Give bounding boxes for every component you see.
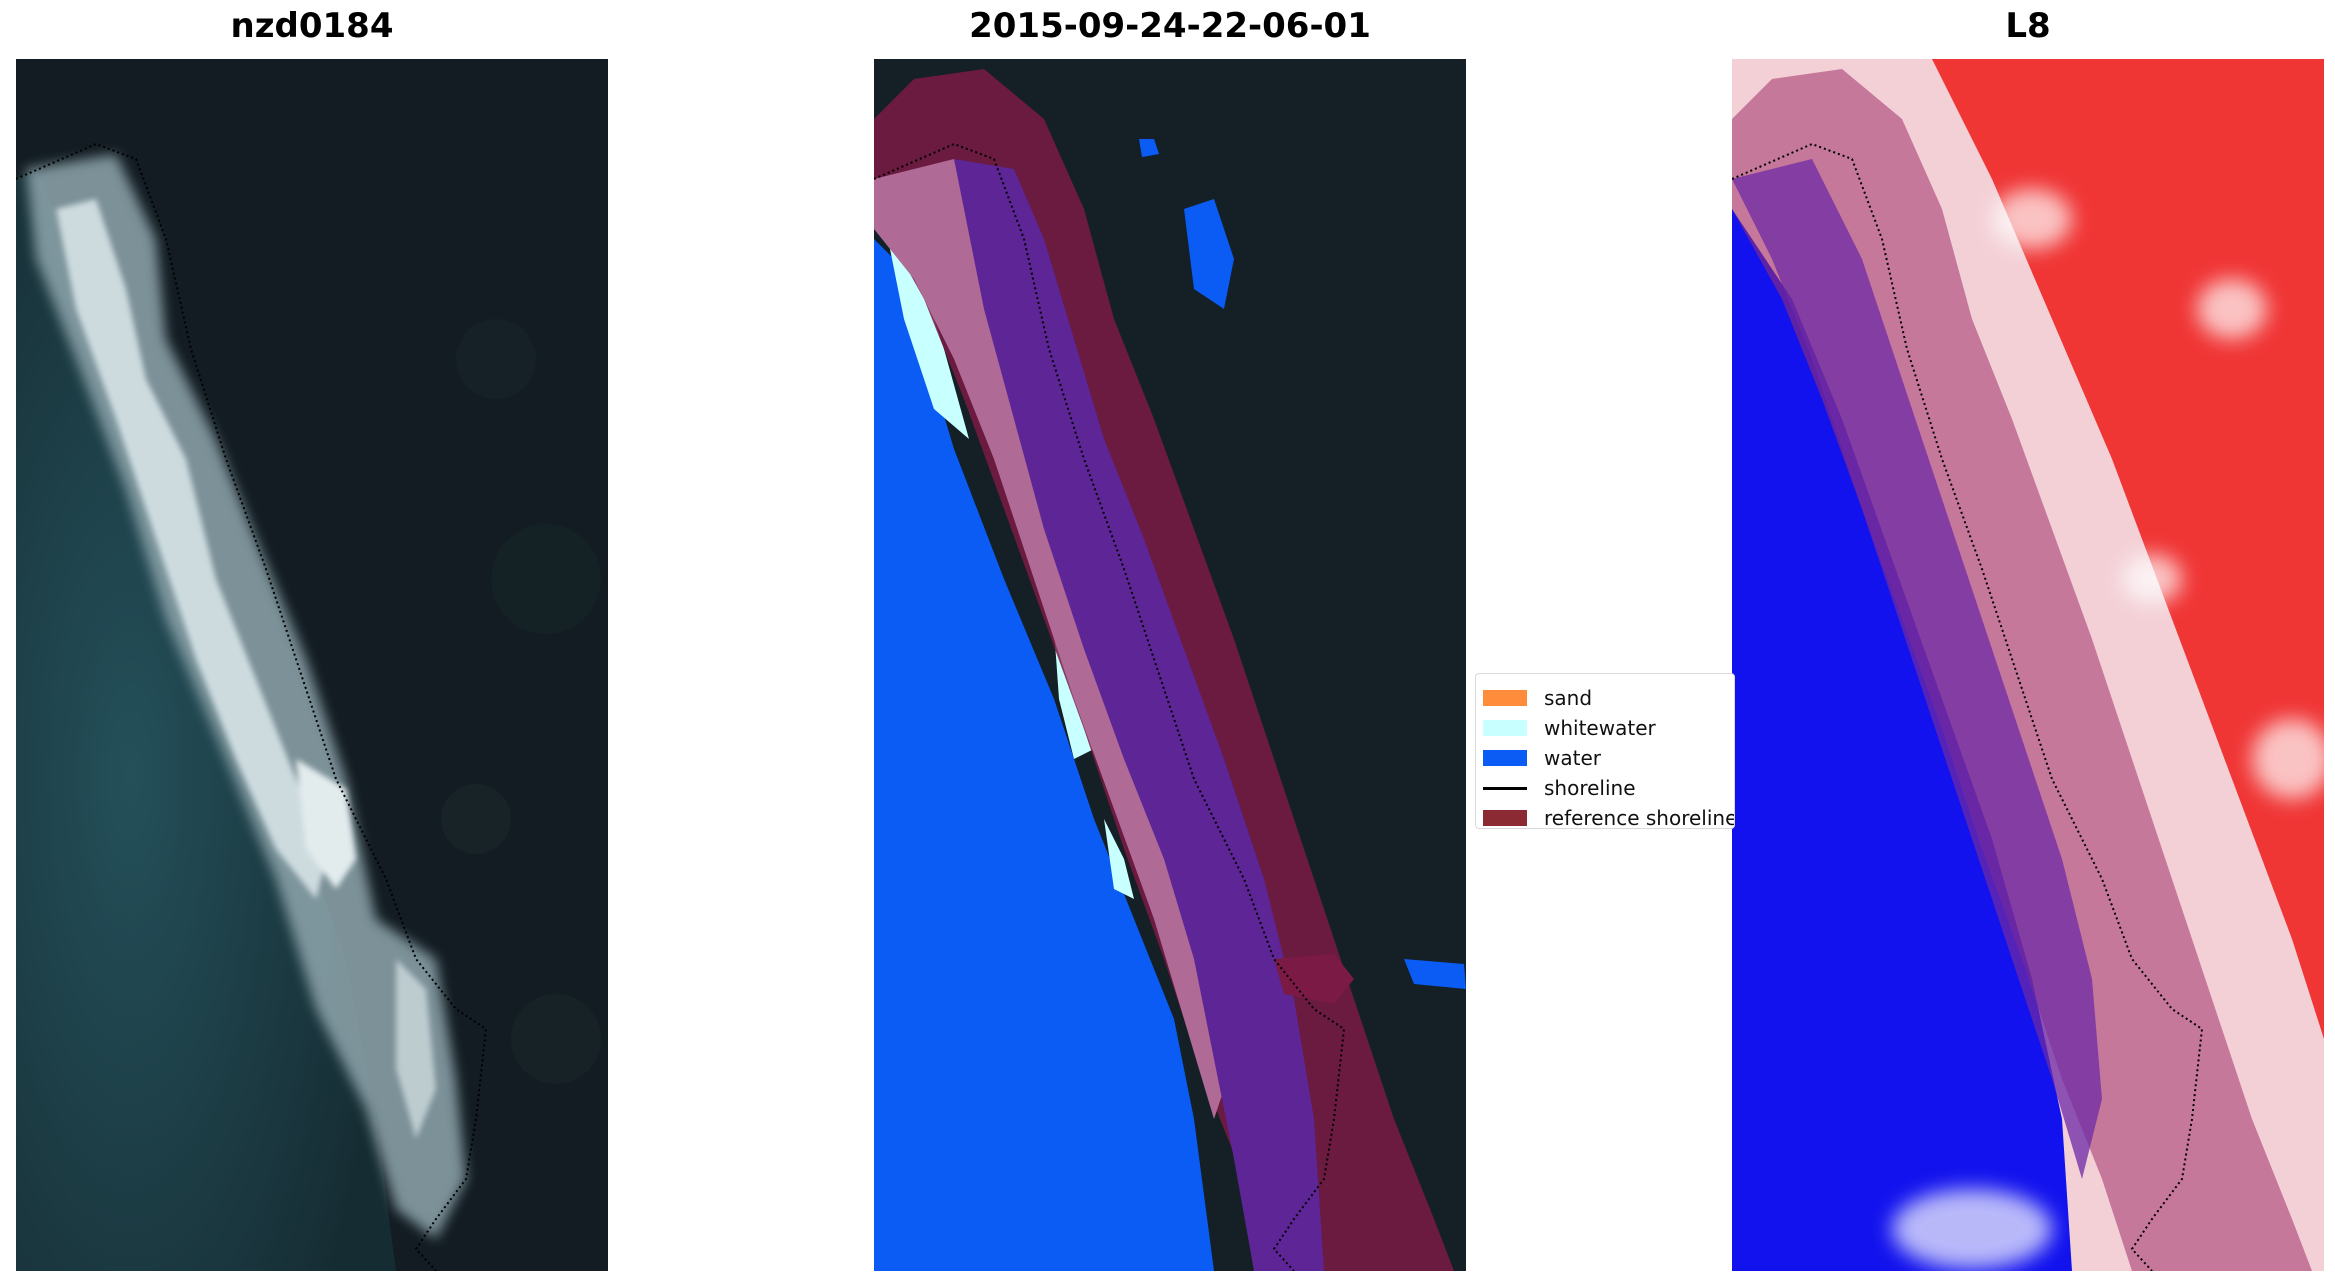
legend-item-whitewater: whitewater <box>1476 714 1734 742</box>
classified-image <box>874 59 1466 1271</box>
legend-swatch-water <box>1483 750 1527 766</box>
legend-label-sand: sand <box>1544 686 1593 710</box>
rgb-image-panel <box>16 59 608 1271</box>
panel-title-rgb: nzd0184 <box>230 6 394 46</box>
rgb-satellite-image <box>16 59 608 1271</box>
legend-swatch-reference-shoreline <box>1483 810 1527 826</box>
panel-title-index: L8 <box>2005 6 2051 46</box>
legend-label-shoreline: shoreline <box>1544 776 1636 800</box>
classification-panel <box>874 59 1466 1271</box>
legend-label-water: water <box>1544 746 1601 770</box>
panel-title-classification: 2015-09-24-22-06-01 <box>969 6 1371 46</box>
legend-swatch-whitewater <box>1483 720 1527 736</box>
legend-item-water: water <box>1476 744 1734 772</box>
legend-label-reference-shoreline: reference shoreline <box>1544 806 1735 829</box>
legend-line-shoreline <box>1483 786 1527 790</box>
legend-label-whitewater: whitewater <box>1544 716 1656 740</box>
legend-item-shoreline: shoreline <box>1476 774 1734 802</box>
index-panel <box>1732 59 2324 1271</box>
legend-swatch-sand <box>1483 690 1527 706</box>
index-image <box>1732 59 2324 1271</box>
legend: sand whitewater water shoreline referenc… <box>1475 673 1735 829</box>
legend-item-reference-shoreline: reference shoreline <box>1476 804 1735 829</box>
legend-item-sand: sand <box>1476 684 1734 712</box>
